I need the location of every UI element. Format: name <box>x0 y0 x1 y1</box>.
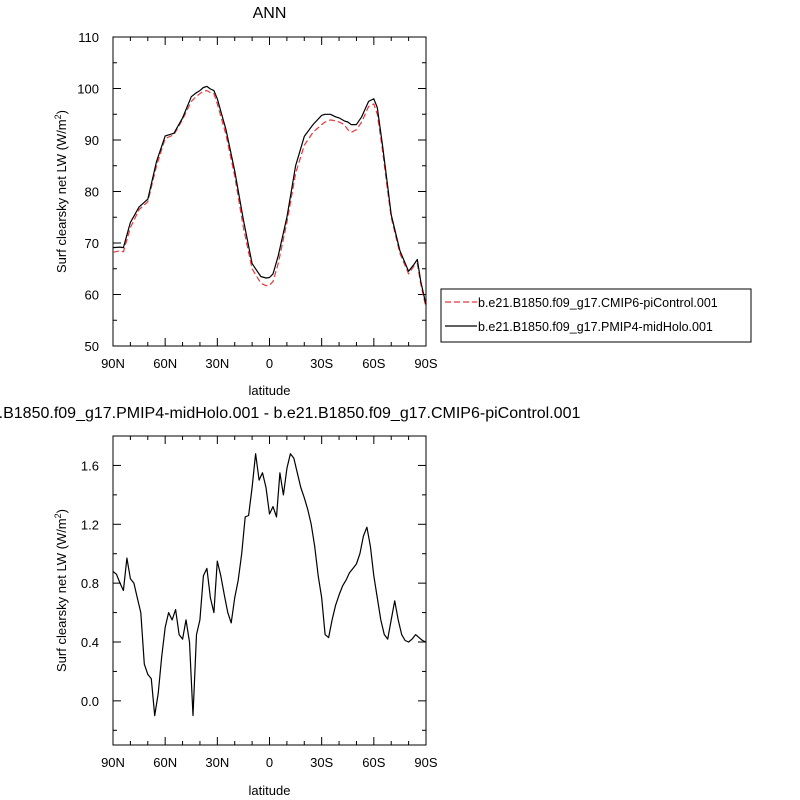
x-tick-label: 90S <box>414 755 437 770</box>
x-tick-label: 30S <box>310 755 333 770</box>
y-tick-label: 110 <box>78 30 99 45</box>
x-tick-label: 60S <box>362 755 385 770</box>
y-tick-label: 1.2 <box>81 517 99 532</box>
y-tick-label: 90 <box>85 133 99 148</box>
x-tick-label: 90N <box>101 356 125 371</box>
x-tick-label: 30N <box>205 356 229 371</box>
x-tick-label: 30N <box>205 755 229 770</box>
y-tick-label: 0.4 <box>81 635 99 650</box>
plot-frame <box>113 37 426 346</box>
series-line-2 <box>113 86 426 304</box>
chart-title: ANN <box>253 5 287 22</box>
y-axis-label-tail: ) <box>54 509 69 513</box>
x-axis-label: latitude <box>249 383 291 398</box>
series-line-1 <box>113 454 426 716</box>
y-tick-label: 70 <box>85 236 99 251</box>
y-tick-label: 60 <box>85 288 99 303</box>
x-tick-label: 90S <box>414 356 437 371</box>
x-tick-label: 60N <box>153 356 177 371</box>
chart-title: b.e21.B1850.f09_g17.PMIP4-midHolo.001 - … <box>0 405 580 422</box>
x-tick-label: 0 <box>266 755 273 770</box>
legend: b.e21.B1850.f09_g17.CMIP6-piControl.001b… <box>441 289 751 342</box>
plot-frame <box>113 436 426 745</box>
x-tick-label: 60N <box>153 755 177 770</box>
y-axis-label: Surf clearsky net LW (W/m2) <box>53 509 69 672</box>
y-tick-label: 0.8 <box>81 576 99 591</box>
y-axis-label-main: Surf clearsky net LW (W/m <box>54 119 69 273</box>
x-tick-label: 30S <box>310 356 333 371</box>
y-axis-label-main: Surf clearsky net LW (W/m <box>54 518 69 672</box>
y-axis-label: Surf clearsky net LW (W/m2) <box>53 110 69 273</box>
y-tick-label: 0.0 <box>81 694 99 709</box>
legend-label-1: b.e21.B1850.f09_g17.CMIP6-piControl.001 <box>478 296 718 310</box>
chart-panel-2: b.e21.B1850.f09_g17.PMIP4-midHolo.001 - … <box>0 405 580 798</box>
chart-panel-1: ANN 90N 60N 30N 0 30S 60S 90S 50 60 70 80 90 100 110 la… <box>53 5 751 398</box>
x-axis-label: latitude <box>249 783 291 798</box>
x-tick-label: 90N <box>101 755 125 770</box>
y-tick-label: 80 <box>85 185 99 200</box>
y-tick-label: 1.6 <box>81 458 99 473</box>
x-tick-label: 0 <box>266 356 273 371</box>
y-axis-label-tail: ) <box>54 110 69 114</box>
x-tick-label: 60S <box>362 356 385 371</box>
y-tick-label: 50 <box>85 339 99 354</box>
legend-label-2: b.e21.B1850.f09_g17.PMIP4-midHolo.001 <box>478 320 713 334</box>
y-tick-label: 100 <box>77 82 99 97</box>
